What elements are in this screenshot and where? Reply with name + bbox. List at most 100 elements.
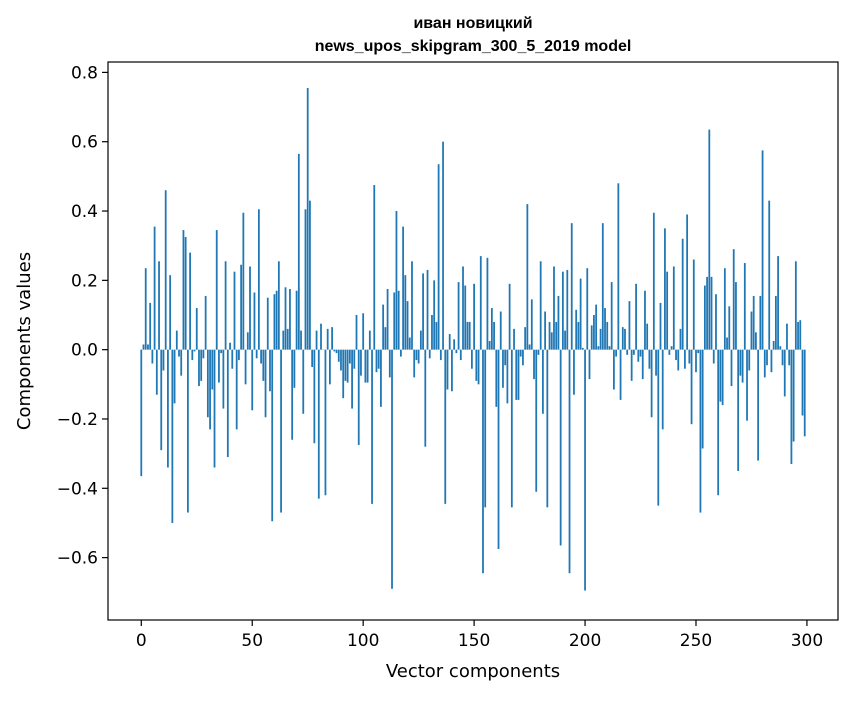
bar: [753, 296, 755, 350]
bar: [143, 344, 145, 349]
bar: [757, 350, 759, 461]
bar: [349, 350, 351, 364]
bar: [475, 350, 477, 381]
bar: [222, 350, 224, 409]
bar: [573, 350, 575, 395]
bar: [298, 154, 300, 350]
bar: [480, 256, 482, 350]
bar: [593, 315, 595, 350]
bar: [378, 350, 380, 369]
bar: [507, 350, 509, 404]
bar: [531, 299, 533, 349]
bar: [553, 266, 555, 349]
bar: [416, 350, 418, 360]
bar: [316, 331, 318, 350]
bar: [569, 350, 571, 574]
bar: [487, 258, 489, 350]
bar: [438, 164, 440, 349]
bar: [580, 279, 582, 350]
bar: [238, 350, 240, 360]
bar: [260, 350, 262, 364]
bar: [282, 331, 284, 350]
bar: [746, 350, 748, 421]
bar: [717, 350, 719, 496]
bar: [473, 284, 475, 350]
bar: [211, 350, 213, 390]
bar: [544, 312, 546, 350]
x-tick-label: 100: [347, 631, 379, 651]
bar: [759, 296, 761, 350]
bar: [731, 350, 733, 386]
bar: [751, 312, 753, 350]
x-axis-label: Vector components: [386, 661, 560, 682]
bar: [147, 344, 149, 349]
y-tick-label: −0.6: [57, 549, 98, 569]
bar: [693, 260, 695, 350]
bar: [795, 261, 797, 349]
bar: [529, 344, 531, 349]
bar: [180, 350, 182, 376]
bar: [453, 339, 455, 349]
bar: [291, 350, 293, 440]
bar: [613, 350, 615, 390]
bar: [695, 350, 697, 373]
bar: [775, 296, 777, 350]
bar: [779, 346, 781, 349]
bar: [702, 350, 704, 449]
bar: [171, 350, 173, 523]
bar: [229, 343, 231, 350]
bar: [205, 296, 207, 350]
bar: [515, 350, 517, 400]
chart-title-line2: news_upos_skipgram_300_5_2019 model: [315, 38, 632, 55]
bar: [278, 261, 280, 349]
bar: [158, 261, 160, 349]
bar: [469, 322, 471, 350]
bar: [300, 331, 302, 350]
bar: [513, 329, 515, 350]
bar: [637, 350, 639, 362]
bar: [311, 350, 313, 367]
bar: [313, 350, 315, 444]
bar: [267, 298, 269, 350]
bar: [591, 325, 593, 349]
bar: [455, 350, 457, 353]
y-axis-label: Components values: [14, 252, 35, 430]
bar: [766, 350, 768, 366]
bar: [218, 350, 220, 383]
bar: [360, 350, 362, 376]
bar: [555, 322, 557, 350]
bar: [398, 291, 400, 350]
bar: [735, 282, 737, 350]
bar: [371, 350, 373, 504]
bar: [471, 350, 473, 369]
bar: [726, 338, 728, 350]
bar: [176, 331, 178, 350]
bar: [597, 346, 599, 349]
bar: [402, 227, 404, 350]
bar: [409, 338, 411, 350]
bar: [362, 313, 364, 349]
bar: [296, 291, 298, 350]
bar: [704, 286, 706, 350]
bar: [600, 329, 602, 350]
bar: [183, 230, 185, 350]
bar: [706, 277, 708, 350]
bar: [668, 350, 670, 355]
bar: [502, 350, 504, 388]
bar: [713, 350, 715, 364]
bar: [586, 268, 588, 349]
bar: [771, 350, 773, 373]
bar: [748, 350, 750, 371]
bar: [526, 204, 528, 350]
bar: [782, 350, 784, 366]
bar: [589, 350, 591, 379]
bar: [744, 263, 746, 350]
bar: [424, 350, 426, 447]
bar: [777, 256, 779, 350]
bar: [611, 282, 613, 350]
bar: [433, 280, 435, 349]
bar: [733, 249, 735, 350]
bar: [436, 322, 438, 350]
bar: [509, 284, 511, 350]
bar: [595, 305, 597, 350]
